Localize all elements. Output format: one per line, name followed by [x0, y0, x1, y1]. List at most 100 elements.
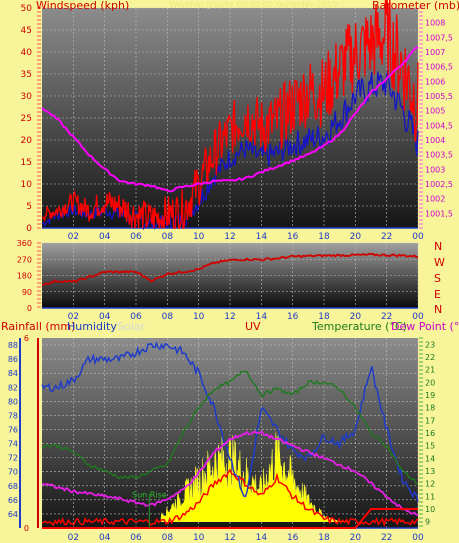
humidity-tick-label: 68: [8, 482, 18, 491]
direction-tick-label: 270: [17, 255, 32, 264]
direction-label-s: S: [434, 272, 441, 285]
humidity-tick-label: 82: [8, 383, 18, 392]
windspeed-tick-label: 20: [21, 136, 33, 146]
temperature-axis-label: Temperature (°C): [312, 320, 407, 333]
time-tick-label: 22: [381, 232, 392, 242]
windspeed-series-line: [41, 0, 419, 229]
time-tick-label: 00: [412, 232, 424, 242]
direction-label-n2: N: [434, 303, 443, 316]
temperature-tick-label: 13: [425, 467, 435, 476]
time-tick-label: 18: [318, 533, 330, 543]
humidity-axis-label: Humidity: [67, 320, 117, 333]
barometer-tick-label: 1001,5: [425, 209, 453, 218]
temperature-tick-label: 9: [425, 518, 430, 527]
barometer-tick-label: 1003,5: [425, 151, 453, 160]
time-tick-label: 16: [287, 533, 299, 543]
time-tick-label: 20: [350, 312, 362, 322]
dewpoint-series-line: [42, 430, 419, 516]
windspeed-tick-label: 40: [21, 48, 33, 58]
time-tick-label: 06: [130, 312, 142, 322]
time-tick-label: 22: [381, 312, 392, 322]
humidity-tick-label: 70: [8, 468, 18, 477]
time-tick-label: 18: [318, 232, 330, 242]
direction-label-w: W: [434, 256, 445, 269]
time-tick-label: 04: [99, 533, 111, 543]
temperature-tick-label: 15: [425, 442, 435, 451]
windspeed-tick-label: 10: [21, 180, 33, 190]
rainfall-series-line: [42, 508, 418, 529]
temperature-series-line: [41, 370, 419, 485]
temperature-tick-label: 17: [425, 416, 435, 425]
humidity-tick-label: 84: [8, 369, 18, 378]
time-tick-label: 02: [68, 232, 79, 242]
humidity-tick-label: 66: [8, 496, 18, 505]
direction-tick-label: 0: [27, 304, 32, 313]
time-tick-label: 14: [256, 232, 268, 242]
windspeed-tick-label: 35: [21, 70, 32, 80]
humidity-tick-label: 78: [8, 411, 18, 420]
time-tick-label: 10: [193, 312, 205, 322]
time-tick-label: 20: [350, 232, 362, 242]
solar-axis-label: Solar: [117, 320, 146, 333]
windspeed-tick-label: 25: [21, 114, 32, 124]
time-tick-label: 10: [193, 533, 205, 543]
humidity-tick-label: 88: [8, 341, 18, 350]
temperature-tick-label: 22: [425, 353, 435, 362]
time-tick-label: 06: [130, 232, 142, 242]
barometer-axis-label: Barometer (mb): [372, 0, 459, 12]
barometer-tick-label: 1003: [425, 165, 445, 174]
windspeed-tick-label: 15: [21, 158, 32, 168]
uv-series-line: [41, 468, 419, 528]
humidity-tick-label: 80: [8, 397, 18, 406]
uv-axis-label: UV: [245, 320, 261, 333]
temperature-humidity-chart: 6466687072747678808284868806910111213141…: [8, 334, 435, 543]
barometer-tick-label: 1007: [425, 48, 445, 57]
temperature-tick-label: 10: [425, 505, 435, 514]
humidity-series-line: [41, 341, 419, 502]
time-tick-label: 14: [256, 312, 268, 322]
direction-label-n: N: [434, 240, 443, 253]
time-tick-label: 00: [412, 312, 424, 322]
temperature-tick-label: 19: [425, 391, 435, 400]
direction-tick-label: 90: [22, 288, 32, 297]
barometer-tick-label: 1005,5: [425, 92, 453, 101]
time-tick-label: 14: [256, 533, 268, 543]
humidity-tick-label: 86: [8, 355, 18, 364]
humidity-tick-label: 72: [8, 454, 18, 463]
time-tick-label: 10: [193, 232, 205, 242]
barometer-tick-label: 1002: [425, 195, 445, 204]
time-tick-label: 08: [162, 232, 174, 242]
wind-direction-series-line: [41, 252, 419, 286]
time-tick-label: 22: [381, 533, 392, 543]
temperature-tick-label: 12: [425, 480, 435, 489]
time-tick-label: 02: [68, 533, 79, 543]
time-tick-label: 04: [99, 312, 111, 322]
barometer-tick-label: 1008: [425, 19, 445, 28]
direction-label-e: E: [434, 288, 441, 301]
time-tick-label: 18: [318, 312, 330, 322]
humidity-tick-label: 76: [8, 425, 18, 434]
barometer-tick-label: 1006: [425, 77, 445, 86]
humidity-tick-label: 74: [8, 440, 18, 449]
temperature-tick-label: 23: [425, 340, 435, 349]
temperature-tick-label: 16: [425, 429, 435, 438]
temperature-tick-label: 21: [425, 366, 435, 375]
wind-barometer-chart: 051015202530354045501001,510021002,51003…: [21, 0, 453, 242]
barometer-tick-label: 1007,5: [425, 33, 453, 42]
rainfall-tick-label: 6: [24, 334, 29, 343]
windspeed-tick-label: 5: [26, 202, 32, 212]
time-tick-label: 08: [162, 312, 174, 322]
time-tick-label: 04: [99, 232, 111, 242]
barometer-tick-label: 1004: [425, 136, 445, 145]
time-tick-label: 12: [224, 533, 235, 543]
windspeed-tick-label: 45: [21, 26, 32, 36]
wind-direction-chart: 0 90 180 270 360 02 04 06 08 10 12 14 16 18 20 22 00: [17, 239, 424, 322]
time-tick-label: 08: [162, 533, 174, 543]
temperature-tick-label: 18: [425, 404, 435, 413]
barometer-tick-label: 1004,5: [425, 121, 453, 130]
windspeed-axis-label: Windspeed (kph): [36, 0, 130, 12]
time-tick-label: 00: [412, 533, 424, 543]
time-tick-label: 20: [350, 533, 362, 543]
humidity-tick-label: 64: [8, 510, 18, 519]
